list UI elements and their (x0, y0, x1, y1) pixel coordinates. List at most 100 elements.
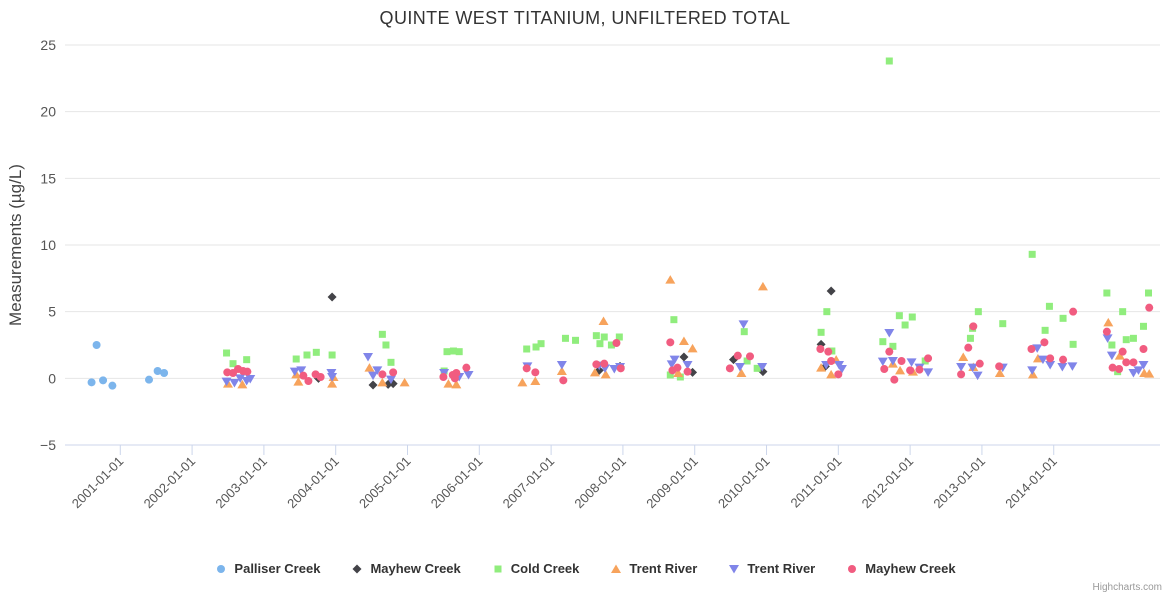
data-point-mayhew-creek[interactable] (969, 322, 978, 331)
data-point-trent-river[interactable] (399, 377, 410, 387)
data-point-mayhew-creek[interactable] (299, 371, 308, 380)
data-point-cold-creek[interactable] (879, 338, 887, 346)
data-point-trent-river[interactable] (363, 353, 374, 362)
data-point-mayhew-creek[interactable] (1129, 358, 1138, 367)
data-point-trent-river[interactable] (906, 358, 917, 367)
data-point-cold-creek[interactable] (592, 332, 600, 340)
data-point-trent-river[interactable] (682, 361, 693, 370)
data-point-mayhew-creek[interactable] (452, 369, 461, 377)
data-point-cold-creek[interactable] (561, 334, 569, 342)
data-point-mayhew-creek[interactable] (666, 338, 675, 347)
data-point-trent-river[interactable] (673, 368, 684, 378)
data-point-mayhew-creek[interactable] (612, 339, 621, 347)
data-point-trent-river[interactable] (235, 374, 246, 383)
data-point-mayhew-creek[interactable] (1118, 347, 1127, 356)
data-point-trent-river[interactable] (877, 357, 888, 367)
data-point-cold-creek[interactable] (1028, 250, 1036, 258)
data-point-mayhew-creek[interactable] (826, 286, 836, 296)
data-point-palliser-creek[interactable] (108, 381, 117, 390)
data-point-mayhew-creek[interactable] (679, 352, 689, 362)
data-point-palliser-creek[interactable] (160, 369, 169, 377)
data-point-trent-river[interactable] (556, 366, 567, 376)
data-point-mayhew-creek[interactable] (1059, 355, 1068, 364)
data-point-trent-river[interactable] (229, 379, 240, 388)
data-point-mayhew-creek[interactable] (915, 365, 924, 374)
data-point-trent-river[interactable] (1133, 366, 1144, 375)
data-point-trent-river[interactable] (1037, 355, 1048, 365)
data-point-trent-river[interactable] (291, 369, 302, 379)
data-point-mayhew-creek[interactable] (964, 343, 973, 352)
data-point-mayhew-creek[interactable] (389, 368, 398, 377)
data-point-trent-river[interactable] (1045, 361, 1056, 370)
data-point-cold-creek[interactable] (1045, 302, 1053, 310)
data-point-trent-river[interactable] (289, 367, 300, 377)
data-point-cold-creek[interactable] (600, 333, 608, 341)
data-point-mayhew-creek[interactable] (885, 347, 894, 356)
data-point-mayhew-creek[interactable] (1046, 354, 1055, 363)
data-point-cold-creek[interactable] (753, 364, 761, 372)
data-point-cold-creek[interactable] (889, 342, 897, 350)
data-point-mayhew-creek[interactable] (1027, 345, 1036, 353)
data-point-mayhew-creek[interactable] (531, 368, 540, 377)
legend-item-mayhew-creek[interactable]: Mayhew Creek (350, 561, 461, 576)
data-point-trent-river[interactable] (530, 376, 541, 386)
data-point-cold-creek[interactable] (243, 356, 251, 364)
data-point-trent-river[interactable] (443, 379, 454, 388)
data-point-trent-river[interactable] (816, 363, 827, 372)
data-point-cold-creek[interactable] (292, 355, 300, 363)
data-point-trent-river[interactable] (1032, 344, 1043, 353)
data-point-trent-river[interactable] (669, 355, 680, 365)
data-point-trent-river[interactable] (958, 352, 969, 362)
data-point-mayhew-creek[interactable] (462, 363, 471, 372)
data-point-cold-creek[interactable] (666, 371, 674, 379)
data-point-cold-creek[interactable] (1103, 289, 1111, 297)
data-point-cold-creek[interactable] (449, 347, 457, 355)
data-point-trent-river[interactable] (923, 368, 934, 377)
data-point-mayhew-creek[interactable] (880, 365, 889, 373)
data-point-trent-river[interactable] (372, 366, 383, 375)
data-point-cold-creek[interactable] (229, 360, 237, 368)
data-point-cold-creek[interactable] (223, 349, 231, 357)
data-point-trent-river[interactable] (956, 363, 967, 372)
data-point-cold-creek[interactable] (523, 345, 531, 353)
data-point-mayhew-creek[interactable] (683, 367, 692, 376)
data-point-mayhew-creek[interactable] (616, 364, 625, 373)
data-point-trent-river[interactable] (368, 371, 379, 381)
highcharts-credits[interactable]: Highcharts.com (1092, 582, 1162, 593)
data-point-trent-river[interactable] (245, 375, 256, 384)
data-point-cold-creek[interactable] (1041, 326, 1049, 334)
data-point-trent-river[interactable] (1114, 351, 1125, 360)
data-point-trent-river[interactable] (994, 368, 1005, 378)
data-point-trent-river[interactable] (385, 375, 396, 385)
data-point-cold-creek[interactable] (455, 348, 463, 356)
data-point-trent-river[interactable] (826, 369, 837, 379)
legend-item-palliser-creek[interactable]: Palliser Creek (214, 561, 320, 576)
data-point-cold-creek[interactable] (615, 333, 623, 341)
data-point-trent-river[interactable] (1027, 366, 1038, 375)
legend-item-trent-river[interactable]: Trent River (727, 561, 815, 576)
data-point-mayhew-creek[interactable] (304, 377, 313, 385)
data-point-mayhew-creek[interactable] (906, 366, 915, 375)
data-point-mayhew-creek[interactable] (1108, 363, 1117, 372)
data-point-trent-river[interactable] (665, 275, 676, 284)
data-point-cold-creek[interactable] (1122, 336, 1130, 344)
data-point-cold-creek[interactable] (532, 343, 540, 351)
data-point-mayhew-creek[interactable] (1040, 338, 1049, 347)
data-point-cold-creek[interactable] (740, 328, 748, 336)
data-point-trent-river[interactable] (600, 369, 611, 379)
data-point-cold-creek[interactable] (817, 328, 825, 336)
data-point-trent-river[interactable] (836, 365, 847, 374)
data-point-cold-creek[interactable] (378, 330, 386, 338)
data-point-trent-river[interactable] (237, 379, 248, 389)
data-point-cold-creek[interactable] (966, 334, 974, 342)
data-point-cold-creek[interactable] (1119, 308, 1127, 316)
data-point-mayhew-creek[interactable] (243, 367, 252, 376)
data-point-trent-river[interactable] (1106, 351, 1117, 361)
data-point-trent-river[interactable] (678, 336, 689, 346)
data-point-trent-river[interactable] (463, 371, 474, 380)
data-point-mayhew-creek[interactable] (827, 357, 836, 365)
data-point-cold-creek[interactable] (1145, 289, 1153, 297)
data-point-trent-river[interactable] (1103, 317, 1114, 327)
data-point-mayhew-creek[interactable] (890, 375, 899, 384)
data-point-cold-creek[interactable] (1108, 341, 1116, 349)
